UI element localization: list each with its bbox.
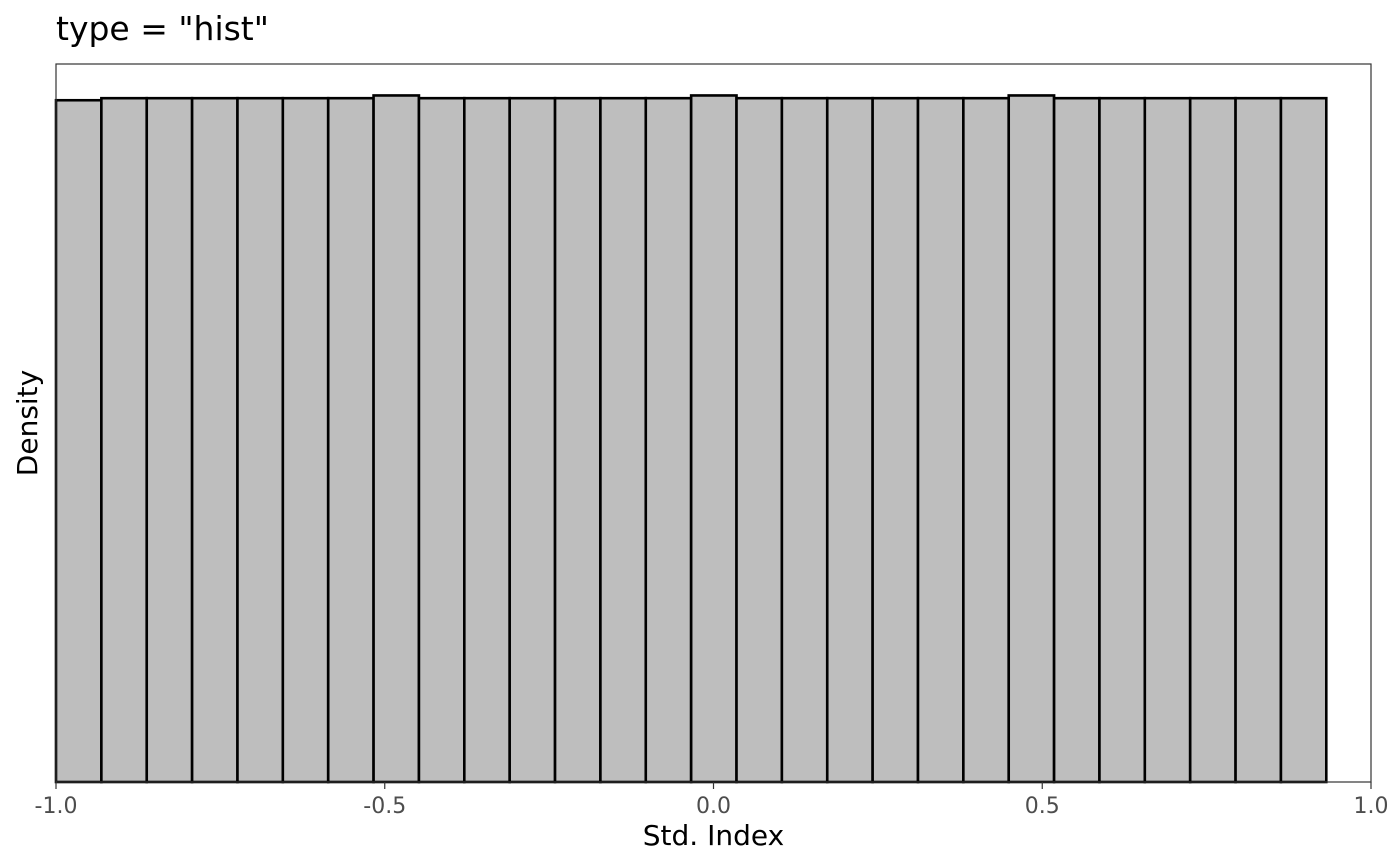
- x-tick-label: -1.0: [35, 794, 78, 819]
- histogram-bar: [1188, 96, 1237, 784]
- bars-group: [54, 94, 1328, 784]
- x-tick-label: 1.0: [1354, 794, 1389, 819]
- histogram-bar: [100, 96, 149, 784]
- x-tick-label: 0.5: [1025, 794, 1060, 819]
- histogram-bar: [780, 96, 829, 784]
- histogram-bar: [599, 96, 648, 784]
- histogram-bar: [1052, 96, 1101, 784]
- y-axis-title: Density: [11, 370, 44, 476]
- histogram-bar: [1279, 96, 1328, 784]
- histogram-bar: [962, 96, 1011, 784]
- x-tick-label: -0.5: [363, 794, 406, 819]
- histogram-bar: [508, 96, 557, 784]
- chart-title: type = "hist": [56, 9, 269, 48]
- x-axis-ticks: -1.0 -0.5 0.0 0.5 1.0: [35, 782, 1389, 819]
- x-axis-title: Std. Index: [643, 819, 784, 852]
- histogram-bar: [871, 96, 920, 784]
- histogram-bar: [644, 96, 693, 784]
- histogram-bar: [825, 96, 874, 784]
- histogram-bar: [236, 96, 285, 784]
- histogram-bar: [372, 94, 421, 784]
- histogram-bar: [1143, 96, 1192, 784]
- histogram-bar: [281, 96, 330, 784]
- histogram-bar: [1098, 96, 1147, 784]
- histogram-bar: [145, 96, 194, 784]
- histogram-bar: [1007, 94, 1056, 784]
- x-tick-label: 0.0: [696, 794, 731, 819]
- histogram-bar: [689, 94, 738, 784]
- histogram-bar: [326, 96, 375, 784]
- histogram-bar: [735, 96, 784, 784]
- histogram-bar: [916, 96, 965, 784]
- histogram-bar: [190, 96, 239, 784]
- histogram-bar: [463, 96, 511, 784]
- histogram-bar: [417, 96, 466, 784]
- histogram-bar: [553, 96, 602, 784]
- histogram-bar: [54, 98, 103, 784]
- histogram-bar: [1234, 96, 1283, 784]
